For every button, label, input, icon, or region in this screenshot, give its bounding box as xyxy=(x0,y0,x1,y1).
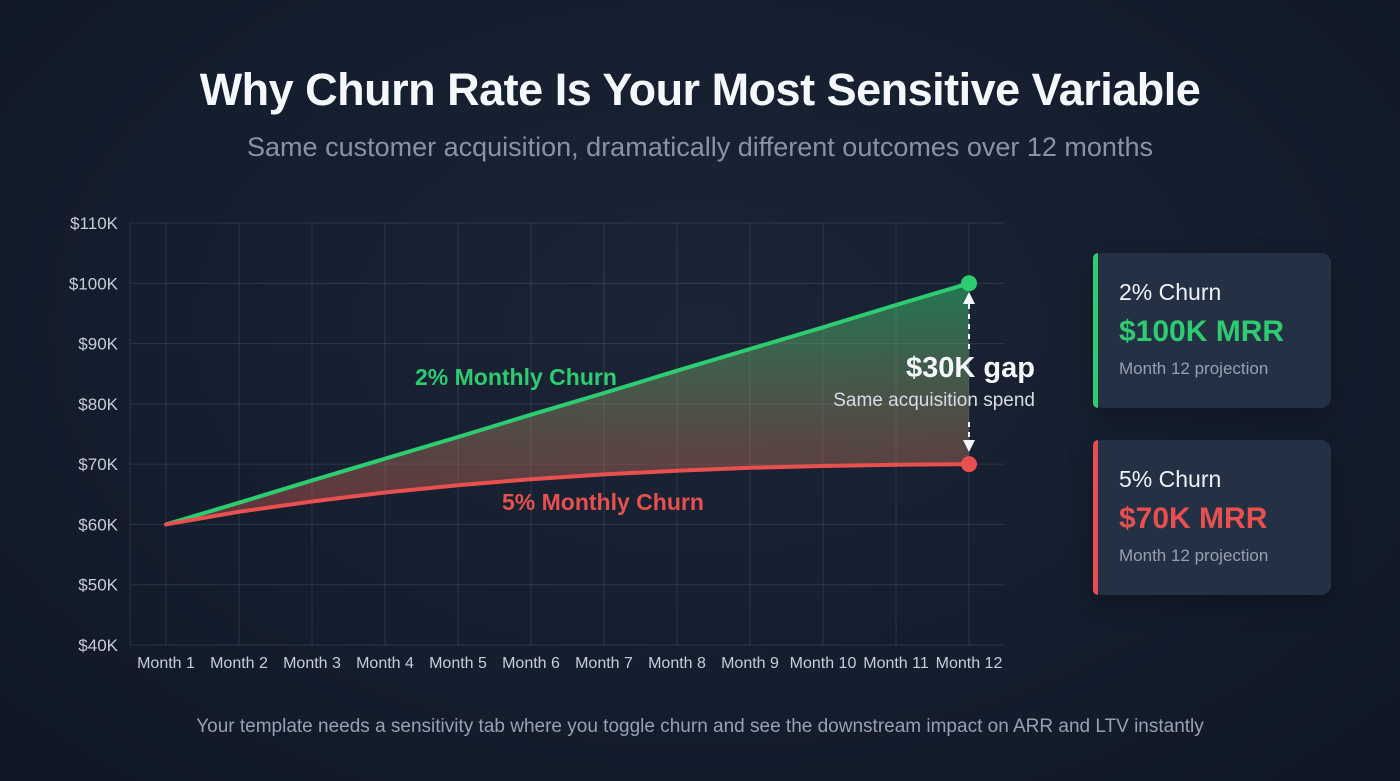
y-tick-label: $70K xyxy=(78,455,118,474)
green-endpoint-dot xyxy=(961,275,977,292)
series-line-red xyxy=(164,462,971,527)
gap-subtitle: Same acquisition spend xyxy=(833,390,1035,411)
x-tick-label: Month 4 xyxy=(356,655,414,672)
card-accent-bar-green xyxy=(1093,253,1098,408)
y-tick-label: $110K xyxy=(70,214,119,233)
x-tick-label: Month 2 xyxy=(210,655,268,672)
y-tick-label: $50K xyxy=(78,576,118,595)
x-tick-label: Month 10 xyxy=(790,655,857,672)
gap-annotation: $30K gap Same acquisition spend xyxy=(700,352,1035,412)
card-value: $70K MRR xyxy=(1119,502,1268,535)
y-tick-label: $100K xyxy=(69,274,119,293)
card-title: 5% Churn xyxy=(1119,466,1222,492)
x-tick-label: Month 7 xyxy=(575,655,633,672)
x-tick-label: Month 8 xyxy=(648,655,706,672)
x-tick-label: Month 1 xyxy=(137,655,195,672)
projection-card-5pct-churn: 5% Churn $70K MRR Month 12 projection xyxy=(1093,440,1331,595)
x-tick-label: Month 12 xyxy=(936,655,1003,672)
card-caption: Month 12 projection xyxy=(1119,546,1269,565)
red-endpoint-dot xyxy=(961,456,977,473)
page-title: Why Churn Rate Is Your Most Sensitive Va… xyxy=(199,64,1201,115)
gap-title: $30K gap xyxy=(906,352,1035,384)
x-tick-label: Month 5 xyxy=(429,655,487,672)
card-accent-bar-red xyxy=(1093,440,1098,595)
card-value: $100K MRR xyxy=(1119,315,1285,348)
y-tick-label: $80K xyxy=(78,395,118,414)
y-tick-label: $90K xyxy=(78,335,118,354)
gap-arrow-head-up xyxy=(963,292,975,304)
red-series-label: 5% Monthly Churn xyxy=(502,489,704,515)
x-tick-label: Month 3 xyxy=(283,655,341,672)
x-tick-label: Month 9 xyxy=(721,655,779,672)
y-tick-label: $60K xyxy=(78,515,118,534)
churn-line-chart: $40K $50K $60K $70K $80K $90K $100K $110K Month … xyxy=(69,214,1005,672)
card-title: 2% Churn xyxy=(1119,279,1222,305)
projection-card-2pct-churn: 2% Churn $100K MRR Month 12 projection xyxy=(1093,253,1331,408)
y-tick-label: $40K xyxy=(78,636,118,655)
series-line-green xyxy=(164,281,971,527)
card-caption: Month 12 projection xyxy=(1119,359,1269,378)
green-series-label: 2% Monthly Churn xyxy=(415,364,617,390)
page-subtitle: Same customer acquisition, dramatically … xyxy=(247,132,1153,162)
footnote: Your template needs a sensitivity tab wh… xyxy=(196,716,1204,737)
x-tick-label: Month 11 xyxy=(863,655,929,672)
x-tick-label: Month 6 xyxy=(502,655,560,672)
gap-arrow-head-down xyxy=(963,440,975,452)
